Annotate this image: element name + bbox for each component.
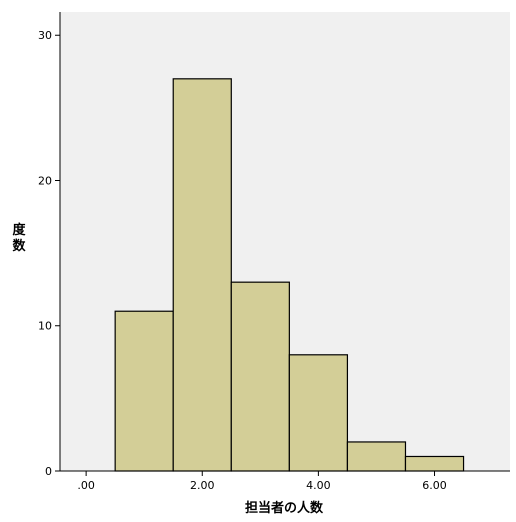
x-tick-label: .00: [77, 479, 95, 492]
x-tick-label: 6.00: [422, 479, 447, 492]
histogram-bar-1: [114, 310, 174, 472]
histogram-bar-4: [288, 354, 349, 472]
x-tick-label: 4.00: [306, 479, 331, 492]
x-axis-title: 担当者の人数: [245, 500, 324, 516]
bars: [114, 78, 465, 472]
histogram-bar-5: [346, 441, 407, 472]
y-axis-title: 度数: [12, 222, 26, 254]
histogram-bar-2: [172, 78, 232, 472]
histogram-bar-6: [404, 455, 465, 472]
histogram-bar-3: [230, 281, 290, 472]
y-tick-label: 30: [38, 29, 52, 42]
y-tick-label: 0: [45, 465, 52, 478]
x-tick-label: 2.00: [190, 479, 215, 492]
y-tick-label: 20: [38, 174, 52, 187]
y-tick-label: 10: [38, 320, 52, 333]
ticks: 0 10 20 30 .00 2.00 4.00 6.00: [38, 29, 447, 492]
